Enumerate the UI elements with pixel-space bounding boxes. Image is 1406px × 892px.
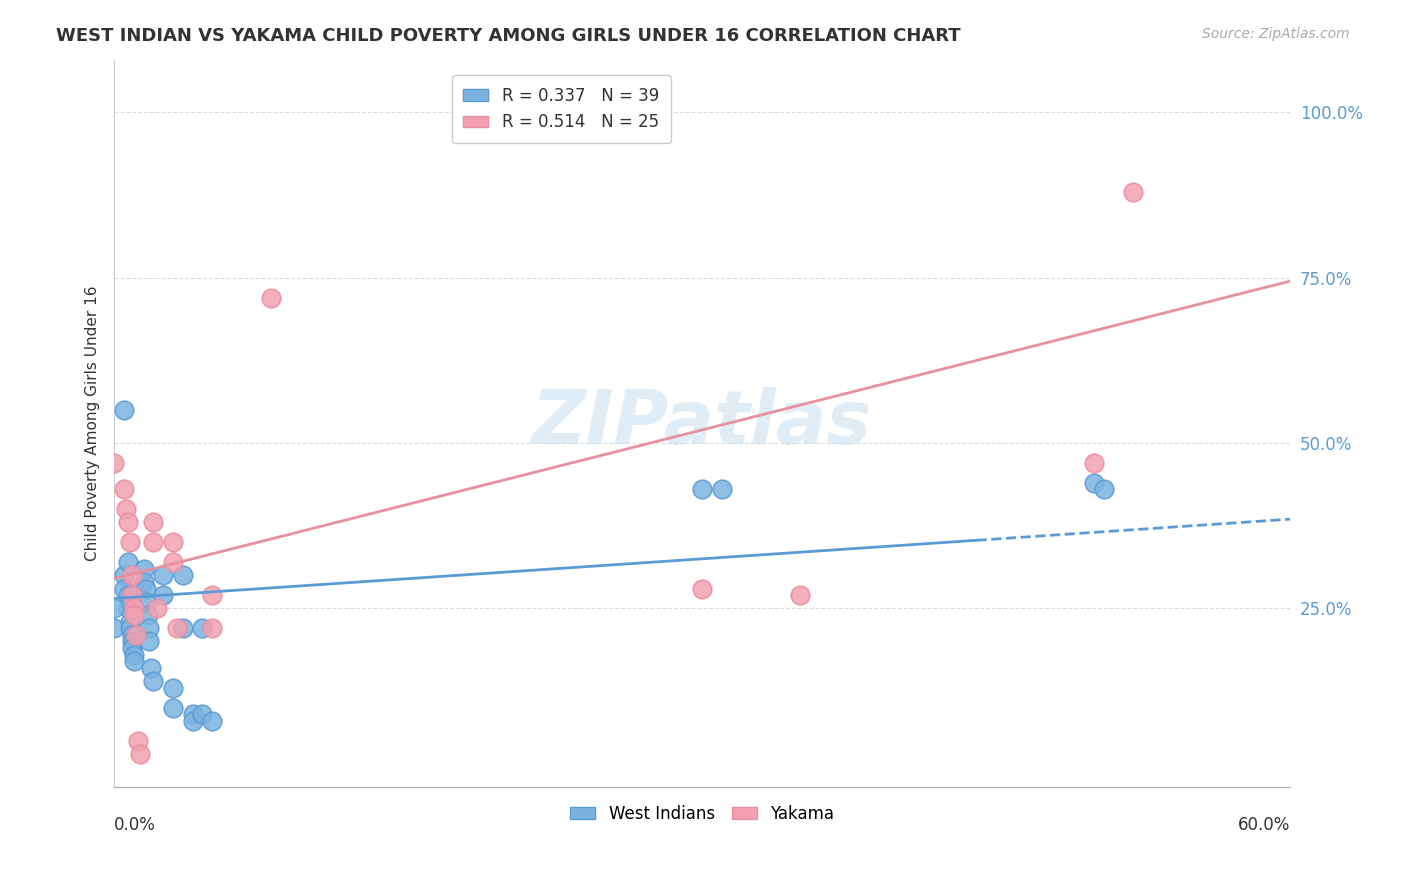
Point [103, 456, 125, 470]
Point [142, 535, 165, 549]
Point [260, 291, 283, 305]
Point [201, 588, 224, 602]
Text: ZIPatlas: ZIPatlas [533, 387, 872, 459]
Point [115, 502, 138, 516]
Point [690, 483, 713, 497]
Point [136, 607, 159, 622]
Point [172, 568, 194, 582]
Point [118, 621, 141, 635]
Point [138, 621, 160, 635]
Point [121, 634, 143, 648]
Point [191, 621, 214, 635]
Point [152, 588, 174, 602]
Point [138, 634, 160, 648]
Point [146, 601, 169, 615]
Point [142, 674, 165, 689]
Point [141, 661, 163, 675]
Text: Source: ZipAtlas.com: Source: ZipAtlas.com [1202, 27, 1350, 41]
Point [135, 582, 157, 596]
Point [201, 621, 224, 635]
Point [162, 535, 184, 549]
Point [128, 747, 150, 761]
Point [122, 648, 145, 662]
Point [181, 714, 204, 728]
Text: WEST INDIAN VS YAKAMA CHILD POVERTY AMONG GIRLS UNDER 16 CORRELATION CHART: WEST INDIAN VS YAKAMA CHILD POVERTY AMON… [56, 27, 960, 45]
Point [201, 714, 224, 728]
Point [121, 628, 143, 642]
Point [122, 607, 145, 622]
Point [135, 595, 157, 609]
Point [1092, 483, 1115, 497]
Text: 0.0%: 0.0% [114, 816, 156, 834]
Point [118, 615, 141, 629]
Point [142, 516, 165, 530]
Point [117, 516, 139, 530]
Point [117, 588, 139, 602]
Point [121, 568, 143, 582]
Point [166, 621, 188, 635]
Point [1122, 185, 1144, 199]
Point [103, 601, 125, 615]
Point [162, 555, 184, 569]
Point [112, 568, 135, 582]
Point [132, 562, 155, 576]
Point [117, 601, 139, 615]
Point [152, 568, 174, 582]
Point [112, 483, 135, 497]
Point [162, 681, 184, 695]
Legend: West Indians, Yakama: West Indians, Yakama [564, 798, 841, 830]
Point [690, 582, 713, 596]
Point [191, 707, 214, 722]
Point [1083, 456, 1105, 470]
Y-axis label: Child Poverty Among Girls Under 16: Child Poverty Among Girls Under 16 [86, 285, 100, 561]
Point [118, 535, 141, 549]
Point [172, 621, 194, 635]
Point [127, 733, 149, 747]
Point [125, 628, 148, 642]
Text: 60.0%: 60.0% [1237, 816, 1291, 834]
Point [117, 555, 139, 569]
Point [121, 588, 143, 602]
Point [710, 483, 733, 497]
Point [1083, 475, 1105, 490]
Point [132, 574, 155, 589]
Point [789, 588, 811, 602]
Point [122, 654, 145, 668]
Point [122, 601, 145, 615]
Point [162, 700, 184, 714]
Point [112, 403, 135, 417]
Point [121, 641, 143, 656]
Point [112, 582, 135, 596]
Point [103, 621, 125, 635]
Point [181, 707, 204, 722]
